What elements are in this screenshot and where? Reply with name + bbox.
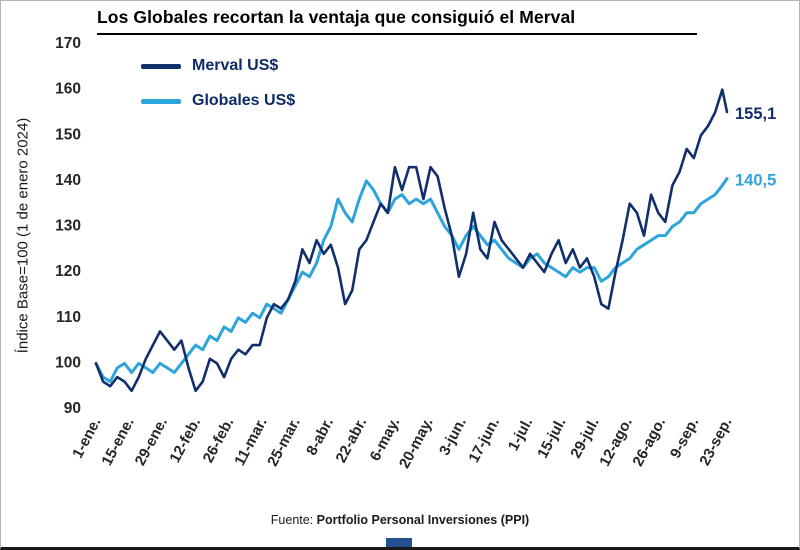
legend-label-globales: Globales US$ xyxy=(192,92,296,109)
series-line-globales xyxy=(94,177,729,384)
y-tick-label: 160 xyxy=(55,81,81,98)
y-axis-label: Índice Base=100 (1 de enero 2024) xyxy=(14,117,32,354)
chart-title: Los Globales recortan la ventaja que con… xyxy=(97,7,697,35)
y-tick-label: 90 xyxy=(64,400,81,417)
y-tick-label: 100 xyxy=(55,354,81,371)
x-tick-label: 8-abr. xyxy=(303,415,337,458)
x-tick-label: 3-jun. xyxy=(436,415,470,458)
y-tick-label: 110 xyxy=(56,309,81,326)
source-name: Portfolio Personal Inversiones (PPI) xyxy=(316,513,530,527)
x-tick-label: 1-jul. xyxy=(505,415,536,454)
chart-legend: Merval US$ Globales US$ xyxy=(141,57,295,127)
x-tick-label: 6-may. xyxy=(367,415,404,464)
legend-item-globales: Globales US$ xyxy=(141,92,295,110)
legend-label-merval: Merval US$ xyxy=(192,57,279,74)
legend-item-merval: Merval US$ xyxy=(141,57,295,75)
end-label-globales: 140,5 xyxy=(735,172,776,190)
y-tick-label: 140 xyxy=(55,172,81,189)
cropped-footer-bar xyxy=(386,538,412,547)
x-tick-label: 9-sep. xyxy=(667,415,702,461)
x-tick-label: 1-ene. xyxy=(69,415,104,461)
y-tick-label: 150 xyxy=(55,126,81,143)
y-tick-label: 120 xyxy=(55,263,81,280)
x-tick-label: 15-jul. xyxy=(534,415,569,461)
y-tick-label: 130 xyxy=(55,218,81,235)
x-tick-label: 17-jun. xyxy=(465,415,503,466)
end-label-merval: 155,1 xyxy=(735,105,776,123)
merval-line-swatch xyxy=(141,63,181,69)
y-tick-label: 170 xyxy=(55,35,81,52)
x-tick-label: 22-abr. xyxy=(332,415,370,466)
globales-line-swatch xyxy=(141,98,181,104)
series-line-merval xyxy=(94,88,729,393)
source-prefix: Fuente: xyxy=(270,513,317,527)
x-tick-label: 29-jul. xyxy=(567,415,602,461)
source-footer: Fuente: Portfolio Personal Inversiones (… xyxy=(1,513,799,527)
